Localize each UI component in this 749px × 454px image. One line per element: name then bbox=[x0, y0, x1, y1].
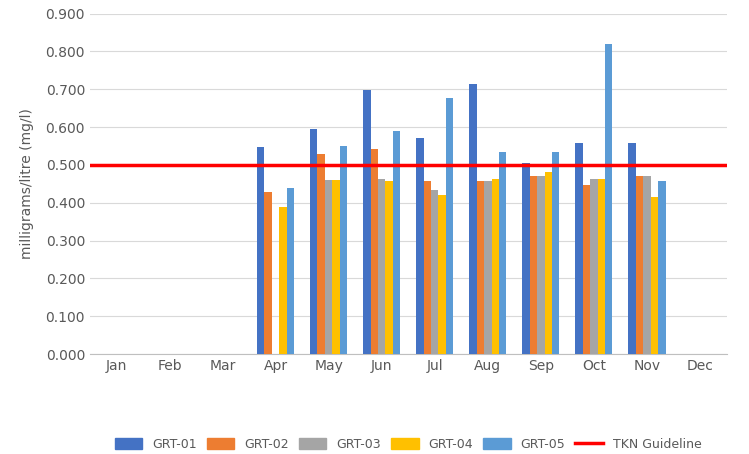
Bar bbox=[628, 143, 636, 354]
Bar bbox=[590, 179, 598, 354]
Bar bbox=[325, 180, 333, 354]
Bar bbox=[378, 179, 386, 354]
Bar bbox=[310, 129, 318, 354]
Bar bbox=[537, 176, 545, 354]
Bar bbox=[318, 154, 325, 354]
Bar bbox=[431, 190, 438, 354]
Bar bbox=[651, 197, 658, 354]
Bar bbox=[438, 195, 446, 354]
Bar bbox=[522, 163, 530, 354]
Bar bbox=[575, 143, 583, 354]
Bar bbox=[340, 146, 348, 354]
Bar bbox=[386, 181, 392, 354]
Bar bbox=[424, 181, 431, 354]
Bar bbox=[416, 138, 424, 354]
Bar bbox=[552, 152, 560, 354]
Bar bbox=[605, 44, 613, 354]
Bar bbox=[287, 188, 294, 354]
Bar bbox=[545, 172, 552, 354]
Bar bbox=[392, 131, 400, 354]
Bar bbox=[363, 90, 371, 354]
Y-axis label: milligrams/litre (mg/l): milligrams/litre (mg/l) bbox=[20, 109, 34, 259]
Bar bbox=[583, 185, 590, 354]
Bar bbox=[446, 98, 453, 354]
Bar bbox=[257, 147, 264, 354]
Bar bbox=[598, 179, 605, 354]
Bar bbox=[371, 148, 378, 354]
Bar bbox=[264, 192, 272, 354]
Bar bbox=[279, 207, 287, 354]
Bar bbox=[499, 152, 506, 354]
Bar bbox=[469, 84, 476, 354]
Bar bbox=[530, 176, 537, 354]
Bar bbox=[484, 181, 491, 354]
Legend: GRT-01, GRT-02, GRT-03, GRT-04, GRT-05, TKN Guideline: GRT-01, GRT-02, GRT-03, GRT-04, GRT-05, … bbox=[109, 431, 708, 454]
Bar bbox=[476, 181, 484, 354]
Bar bbox=[636, 176, 643, 354]
Bar bbox=[643, 176, 651, 354]
Bar bbox=[658, 181, 666, 354]
Bar bbox=[491, 179, 499, 354]
Bar bbox=[333, 180, 340, 354]
